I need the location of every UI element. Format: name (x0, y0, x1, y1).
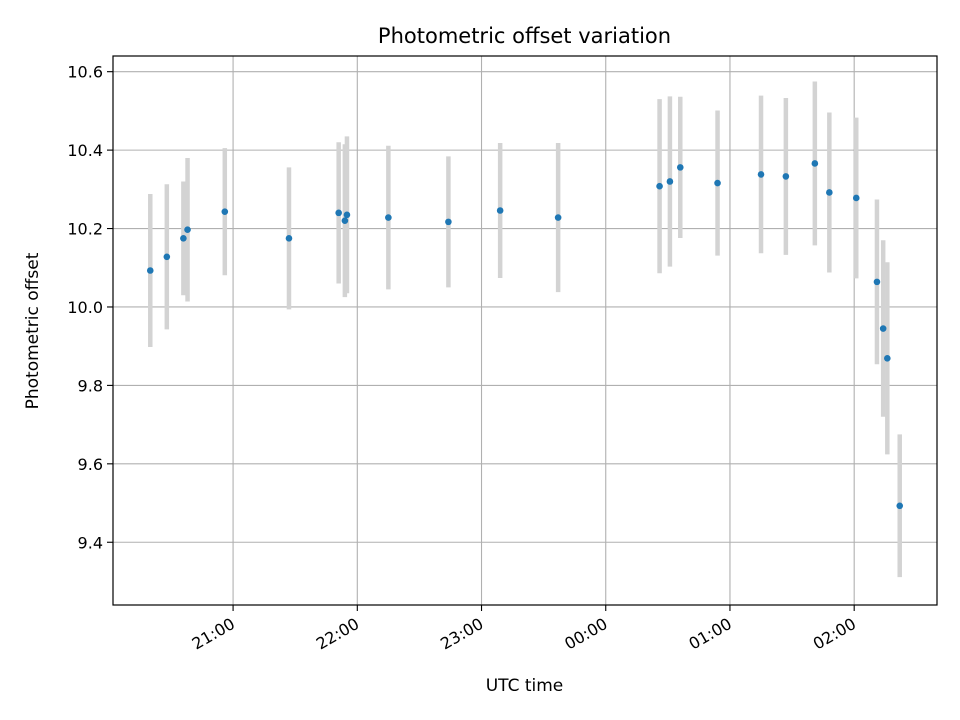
data-point (335, 209, 342, 217)
data-point (879, 325, 887, 332)
data-point (714, 179, 721, 187)
data-point (445, 218, 452, 226)
y-tick-label: 9.8 (78, 376, 103, 395)
data-point (285, 235, 293, 242)
y-tick-label: 10.2 (67, 220, 103, 239)
y-tick-label: 10.6 (67, 63, 103, 82)
y-tick-label: 9.4 (78, 533, 103, 552)
y-axis-label: Photometric offset (23, 252, 43, 409)
data-point (221, 208, 229, 215)
data-point (496, 207, 504, 214)
data-point (184, 226, 191, 234)
data-point (884, 355, 891, 362)
data-point (343, 211, 351, 219)
data-point (852, 194, 860, 202)
y-tick-label: 9.6 (78, 455, 103, 474)
plot-frame (112, 55, 938, 606)
data-point (163, 253, 171, 261)
data-point (782, 173, 790, 180)
chart-title: Photometric offset variation (378, 24, 671, 48)
grid-lines (113, 56, 937, 605)
data-point (146, 267, 154, 274)
data-point (676, 164, 684, 171)
data-point (873, 278, 881, 286)
data-point (180, 235, 187, 242)
data-point (757, 171, 765, 178)
data-point (666, 178, 674, 185)
data-point (811, 160, 819, 167)
y-tick-label: 10.4 (67, 141, 103, 160)
data-point (341, 217, 349, 224)
y-axis-ticks: 9.4 9.6 9.8 10.0 10.2 10.4 10.6 (67, 63, 113, 552)
data-point (554, 214, 562, 221)
data-points (146, 160, 904, 510)
x-axis-label: UTC time (486, 676, 564, 696)
data-point (826, 189, 833, 196)
data-point (896, 502, 904, 510)
y-tick-label: 10.0 (67, 298, 103, 317)
data-point (656, 182, 663, 190)
data-point (385, 214, 392, 221)
